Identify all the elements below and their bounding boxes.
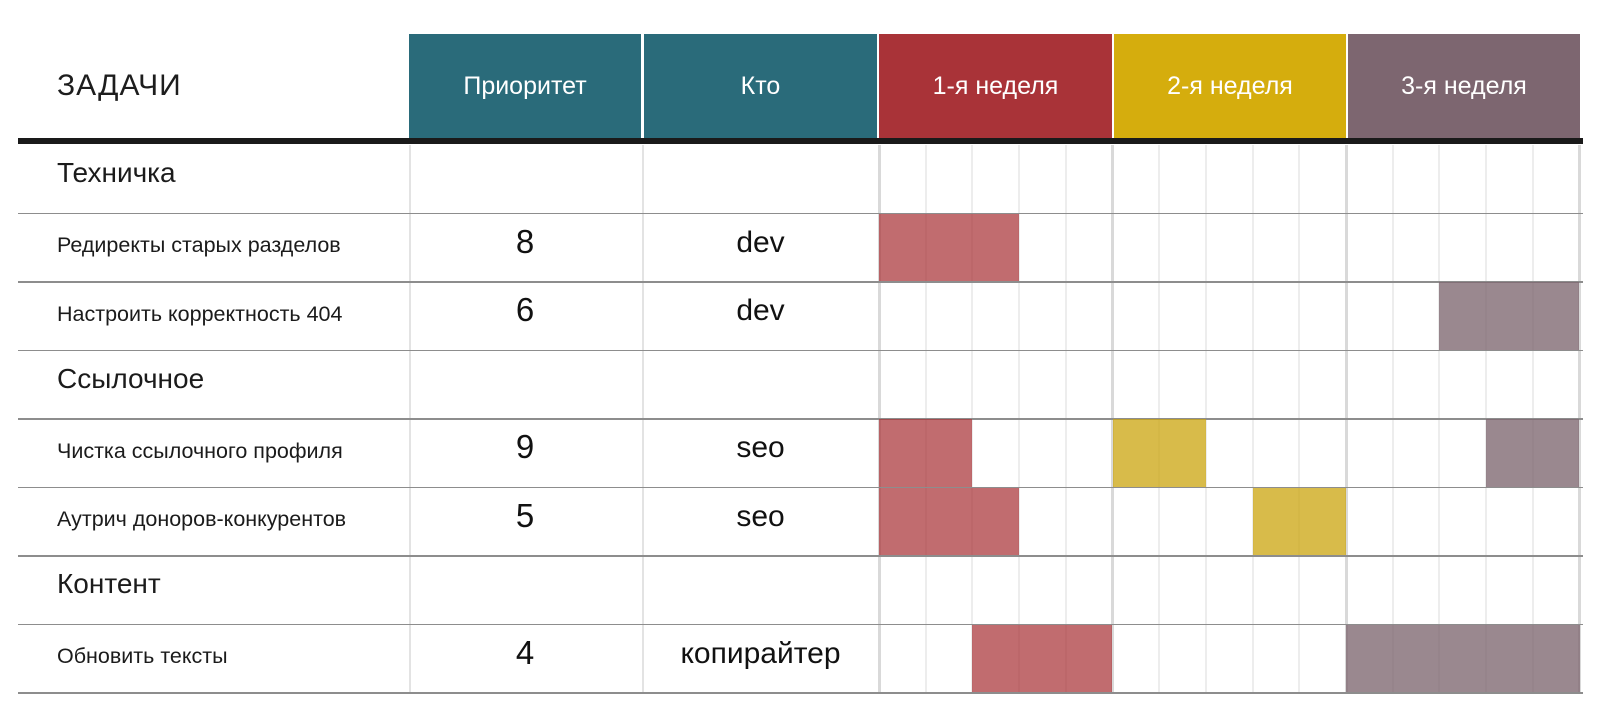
row-divider: [18, 281, 1583, 283]
section-label: Ссылочное: [57, 362, 205, 394]
section-row: Техничка: [0, 145, 1605, 214]
who-value: dev: [736, 225, 785, 259]
gantt-bar: [972, 624, 1113, 693]
gantt-bar: [879, 419, 973, 488]
task-row: Обновить тексты 4 копирайтер: [0, 624, 1605, 694]
priority-value: 4: [515, 633, 535, 671]
section-row: Контент: [0, 556, 1605, 625]
who-value: seo: [736, 431, 785, 465]
gantt-bar: [1252, 487, 1346, 556]
task-label: Обновить тексты: [57, 644, 228, 669]
task-label: Настроить корректность 404: [57, 301, 343, 326]
section-row: Ссылочное: [0, 351, 1605, 420]
header-underline: [18, 138, 1583, 144]
task-row: Настроить корректность 404 6 dev: [0, 282, 1605, 351]
section-label: Контент: [57, 568, 161, 600]
row-divider: [18, 349, 1583, 351]
tasks-column-header: ЗАДАЧИ: [57, 69, 182, 102]
gantt-bar: [1112, 419, 1206, 488]
row-divider: [18, 692, 1583, 694]
header-priority: Приоритет: [409, 34, 641, 138]
priority-value: 8: [515, 222, 535, 260]
gantt-bar: [1346, 624, 1580, 693]
task-row: Аутрич доноров-конкурентов 5 seo: [0, 487, 1605, 557]
header-week-2: 2-я неделя: [1114, 34, 1346, 138]
priority-value: 6: [515, 291, 535, 329]
header-who: Кто: [644, 34, 877, 138]
who-value: копирайтер: [680, 636, 841, 670]
gantt-bar: [879, 487, 1020, 556]
row-divider: [18, 486, 1583, 488]
section-label: Техничка: [57, 157, 176, 189]
row-divider: [18, 555, 1583, 557]
who-value: dev: [736, 294, 785, 328]
row-divider: [18, 418, 1583, 420]
gantt-bar: [879, 213, 1020, 282]
gantt-bar: [1486, 419, 1580, 488]
gantt-bar: [1439, 282, 1580, 351]
task-row: Редиректы старых разделов 8 dev: [0, 213, 1605, 283]
task-row: Чистка ссылочного профиля 9 seo: [0, 419, 1605, 488]
task-label: Чистка ссылочного профиля: [57, 438, 343, 463]
who-value: seo: [736, 499, 785, 533]
task-label: Редиректы старых разделов: [57, 233, 341, 258]
header-week-3: 3-я неделя: [1348, 34, 1580, 138]
row-divider: [18, 212, 1583, 214]
priority-value: 9: [515, 428, 535, 466]
task-label: Аутрич доноров-конкурентов: [57, 507, 347, 532]
row-divider: [18, 623, 1583, 625]
priority-value: 5: [515, 496, 535, 534]
header-week-1: 1-я неделя: [879, 34, 1112, 138]
